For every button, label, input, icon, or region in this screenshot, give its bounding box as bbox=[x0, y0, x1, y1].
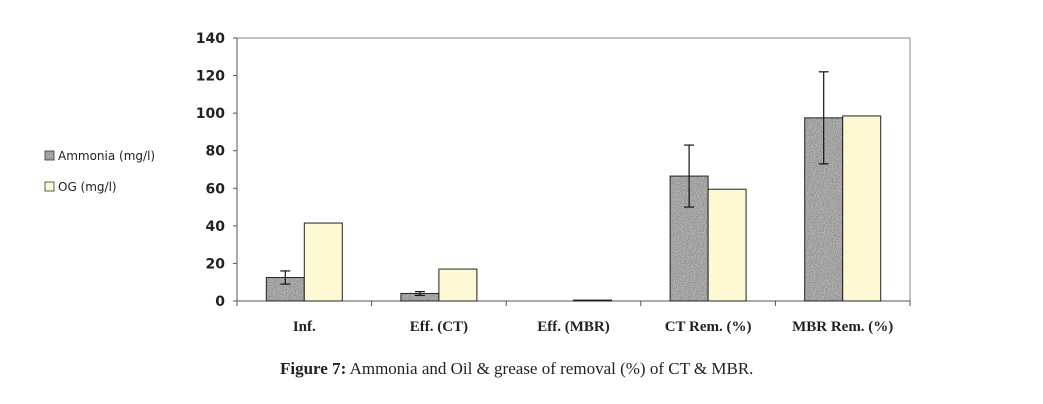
y-tick-label: 140 bbox=[196, 31, 225, 47]
x-tick-label: CT Rem. (%) bbox=[665, 319, 752, 335]
bar-og bbox=[438, 268, 478, 302]
x-tick-label: Eff. (MBR) bbox=[537, 319, 609, 335]
y-axis-ticks: 0 20 40 60 80 100 120 140 bbox=[196, 31, 237, 310]
y-tick-label: 80 bbox=[206, 144, 226, 160]
figure-label: Figure 7: bbox=[280, 359, 347, 378]
y-tick-label: 120 bbox=[196, 69, 225, 85]
y-tick-label: 40 bbox=[206, 219, 226, 235]
legend-label-ammonia: Ammonia (mg/l) bbox=[58, 149, 155, 163]
x-tick-label: Eff. (CT) bbox=[410, 319, 468, 335]
y-tick-label: 0 bbox=[215, 294, 225, 310]
legend: Ammonia (mg/l) OG (mg/l) bbox=[44, 149, 155, 194]
x-tick-label: MBR Rem. (%) bbox=[792, 319, 893, 335]
legend-swatch-og bbox=[44, 181, 55, 192]
figure-caption-text: Ammonia and Oil & grease of removal (%) … bbox=[349, 359, 754, 378]
error-bar bbox=[684, 144, 695, 208]
x-tick-label: Inf. bbox=[293, 319, 316, 335]
bar-chart: 0 20 40 60 80 100 120 140 Inf. Eff. (CT) Eff. (MB… bbox=[44, 31, 911, 335]
y-tick-label: 60 bbox=[206, 181, 226, 197]
bar-og bbox=[707, 188, 747, 302]
error-bar bbox=[414, 291, 425, 296]
legend-swatch-ammonia bbox=[44, 150, 55, 161]
bar-og bbox=[573, 299, 612, 302]
bar-og bbox=[842, 115, 882, 302]
error-bars bbox=[280, 71, 829, 296]
bar-og bbox=[303, 222, 343, 302]
error-bar bbox=[280, 270, 291, 285]
error-bar bbox=[818, 71, 829, 165]
legend-label-og: OG (mg/l) bbox=[58, 180, 117, 194]
figure-caption: Figure 7: Ammonia and Oil & grease of re… bbox=[280, 359, 753, 379]
y-tick-label: 20 bbox=[206, 256, 226, 272]
plot-area bbox=[236, 37, 911, 302]
x-axis-ticks: Inf. Eff. (CT) Eff. (MBR) CT Rem. (%) MBR Re… bbox=[236, 301, 911, 335]
y-tick-label: 100 bbox=[196, 106, 225, 122]
